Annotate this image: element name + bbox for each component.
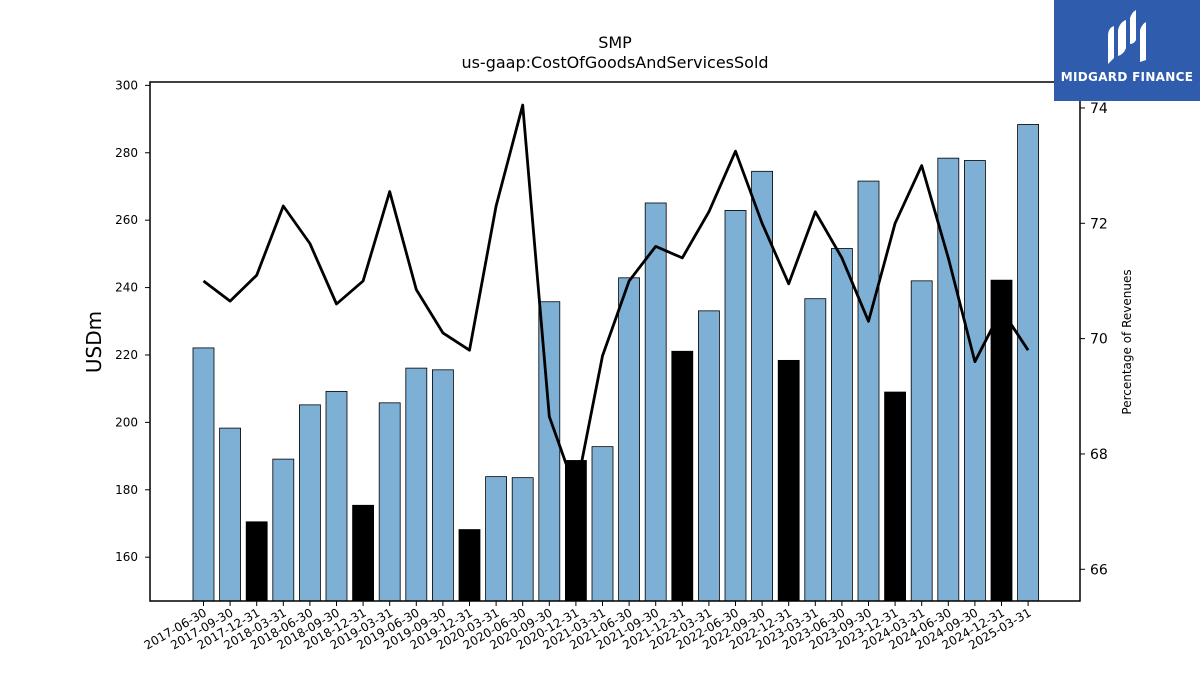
bar-2017-09-30 <box>219 427 242 602</box>
y-tick-label: 160 <box>115 550 138 564</box>
bar-2021-06-30 <box>618 277 640 602</box>
bar-2019-09-30 <box>431 369 454 602</box>
y-tick-label: 240 <box>115 281 138 295</box>
bar-2020-03-31 <box>485 476 508 602</box>
bar-2024-09-30 <box>964 160 986 602</box>
bar-2022-06-30 <box>724 210 747 602</box>
y-tick-label: 220 <box>115 348 138 362</box>
y-tick-label: 300 <box>115 78 138 92</box>
bar-2021-03-31 <box>591 446 614 602</box>
bar-2023-06-30 <box>831 248 853 602</box>
chart-title-text: SMP <box>598 33 632 52</box>
logo-mark-icon <box>1108 10 1146 64</box>
bar-2019-06-30 <box>405 367 428 602</box>
y-tick-label: 180 <box>115 483 138 497</box>
logo-text: MIDGARD FINANCE <box>1060 70 1194 84</box>
bar-2023-09-30 <box>857 180 880 602</box>
bar-2020-12-31 <box>565 460 587 602</box>
bar-2023-12-31 <box>884 391 906 602</box>
y2-tick-label: 74 <box>1090 101 1108 117</box>
y2-tick-label: 68 <box>1090 447 1108 463</box>
bar-2019-03-31 <box>378 402 401 602</box>
bar-2018-06-30 <box>298 404 321 602</box>
bar-2019-12-31 <box>458 529 481 602</box>
y-tick-label: 200 <box>115 415 138 429</box>
percentage-line <box>202 103 1030 493</box>
bar-2017-06-30 <box>192 347 215 602</box>
chart-subtitle-text: us-gaap:CostOfGoodsAndServicesSold <box>461 53 768 72</box>
bar-2021-09-30 <box>644 202 667 602</box>
bar-2024-12-31 <box>990 279 1013 602</box>
bar-2017-12-31 <box>245 521 268 602</box>
bars-group <box>192 124 1039 602</box>
brand-logo: MIDGARD FINANCE <box>1054 0 1200 101</box>
y2-tick-label: 70 <box>1090 332 1108 348</box>
y2-axis-label: Percentage of Revenues <box>1120 269 1134 414</box>
bar-2022-09-30 <box>751 170 773 602</box>
y-tick-label: 280 <box>115 146 138 160</box>
bar-2018-09-30 <box>325 390 348 602</box>
left-axis-ticks: 160 180 200 220 240 260 280 300 <box>115 78 150 564</box>
y-axis-label: USDm <box>82 311 106 373</box>
bar-2024-06-30 <box>937 157 960 602</box>
bar-2021-12-31 <box>671 350 694 602</box>
line-group <box>202 103 1030 493</box>
bar-2018-03-31 <box>272 458 295 602</box>
y2-tick-label: 72 <box>1090 216 1108 232</box>
bar-2023-03-31 <box>804 298 827 602</box>
bar-2022-03-31 <box>698 310 720 602</box>
bar-2022-12-31 <box>777 359 800 602</box>
bar-2025-03-31 <box>1017 124 1039 602</box>
right-axis-ticks: 66 68 70 72 74 <box>1080 101 1108 578</box>
bar-2024-03-31 <box>910 280 933 602</box>
plot-frame <box>149 81 1081 602</box>
y2-tick-label: 66 <box>1090 562 1108 578</box>
chart-title: SMP us-gaap:CostOfGoodsAndServicesSold <box>461 33 768 72</box>
x-axis-ticks: 2017-06-302017-09-302017-12-312018-03-31… <box>142 601 1034 652</box>
bar-2018-12-31 <box>352 504 375 602</box>
bar-2020-06-30 <box>511 477 534 602</box>
y-tick-label: 260 <box>115 213 138 227</box>
